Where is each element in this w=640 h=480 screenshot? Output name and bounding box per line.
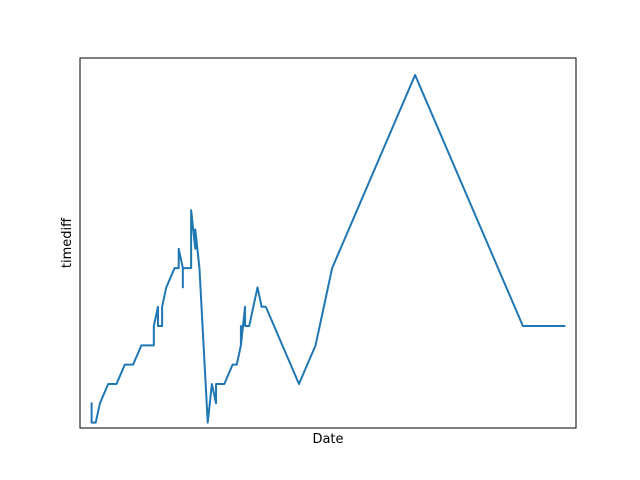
y-axis-label: timediff (60, 217, 75, 268)
x-axis-label: Date (312, 432, 343, 447)
series-line-0 (90, 73, 566, 424)
plot-area (90, 73, 566, 424)
axes-frame (79, 57, 577, 429)
